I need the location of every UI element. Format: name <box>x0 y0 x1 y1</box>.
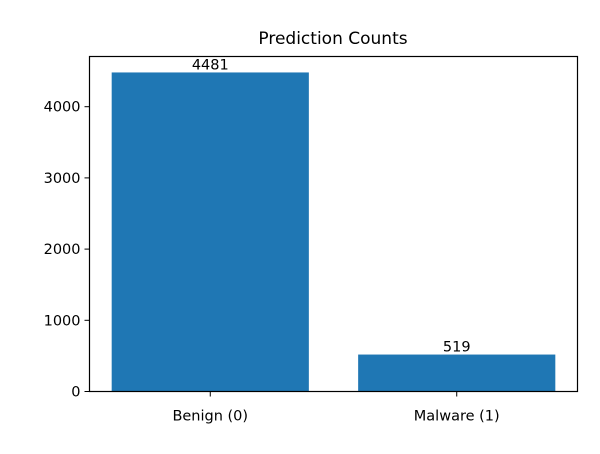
bar-1 <box>111 72 309 392</box>
y-tick-label: 3000 <box>44 171 81 187</box>
y-tick-label: 2000 <box>44 242 81 258</box>
y-tick-label: 4000 <box>44 100 81 116</box>
axes-frame <box>88 55 579 393</box>
y-tick-label: 0 <box>71 385 80 401</box>
bar-data-label: 4481 <box>192 57 229 73</box>
bar-2 <box>358 354 556 392</box>
y-tick-label: 1000 <box>44 313 81 329</box>
plot-area: 4481 Benign (0) 519 Malware (1) 0 1000 2000 300… <box>44 57 556 425</box>
bar-data-label: 519 <box>443 340 471 356</box>
chart-title: Prediction Counts <box>258 29 407 49</box>
x-tick-label: Benign (0) <box>172 409 248 425</box>
x-tick-label: Malware (1) <box>414 409 500 425</box>
